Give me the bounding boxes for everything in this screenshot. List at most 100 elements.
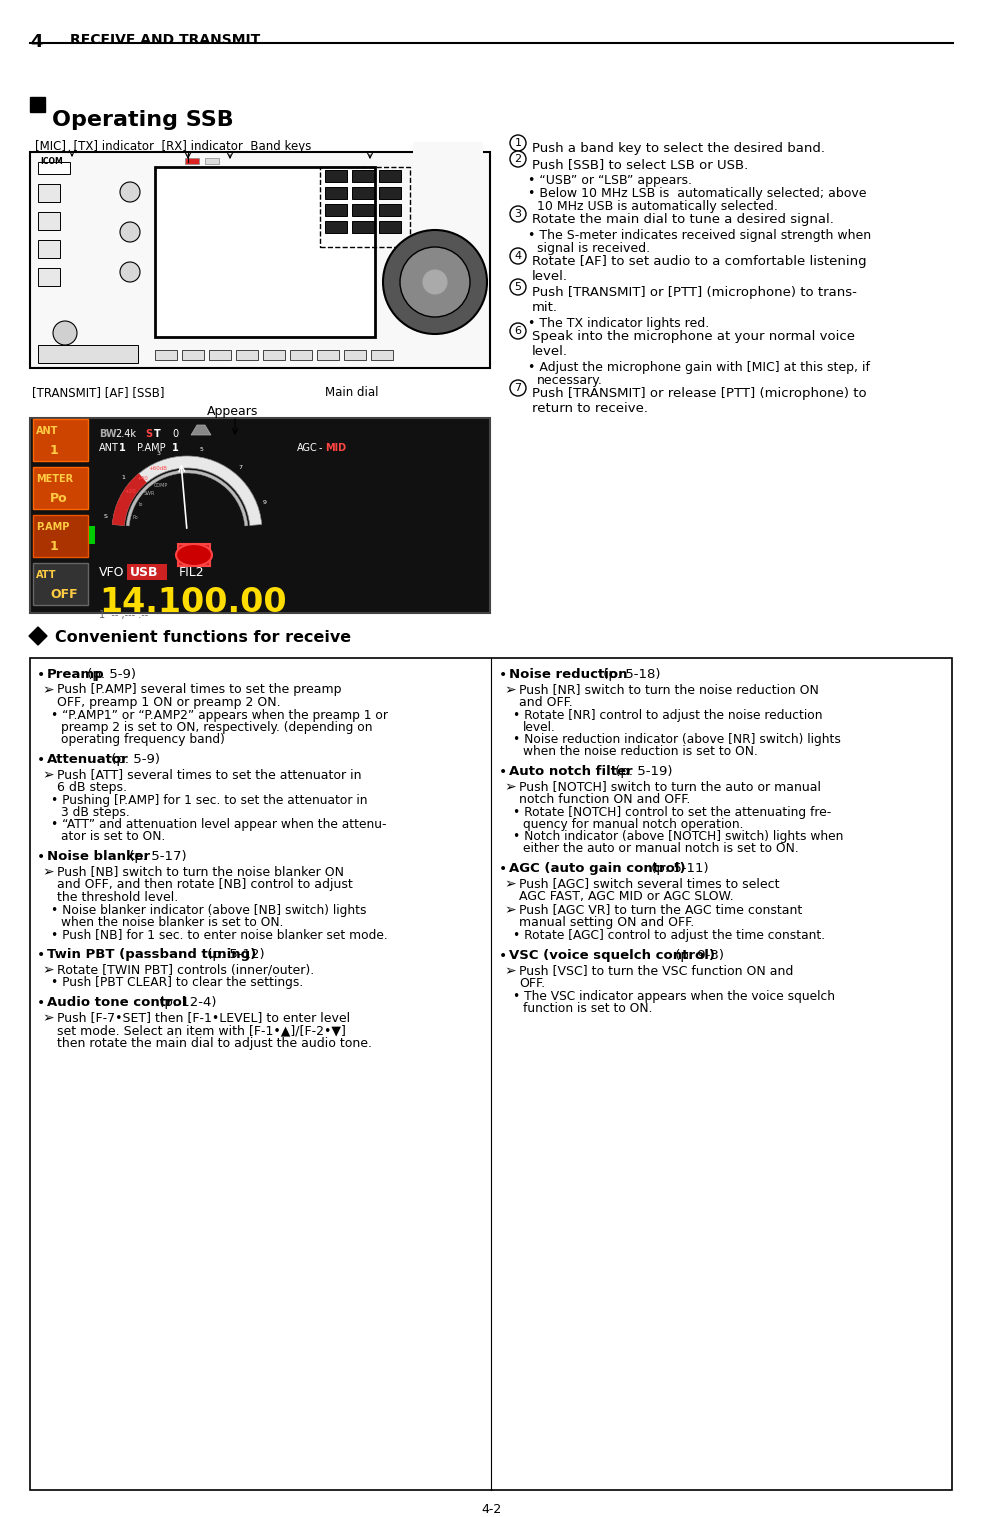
Text: • “USB” or “LSB” appears.: • “USB” or “LSB” appears. [528,174,692,187]
Text: then rotate the main dial to adjust the audio tone.: then rotate the main dial to adjust the … [57,1038,372,1050]
Text: 0: 0 [172,429,178,438]
Text: • “ATT” and attenuation level appear when the attenu-: • “ATT” and attenuation level appear whe… [51,818,386,831]
Text: mit.: mit. [532,300,558,314]
Text: 1: 1 [172,443,179,454]
Circle shape [423,270,447,294]
Text: Noise reduction: Noise reduction [509,667,627,681]
Text: •: • [37,948,49,962]
Bar [352,203,374,215]
Wedge shape [112,473,146,525]
Text: either the auto or manual notch is set to ON.: either the auto or manual notch is set t… [523,842,799,856]
Text: Noise blanker: Noise blanker [47,850,150,863]
Text: TX: TX [182,548,199,558]
Bar [89,526,95,545]
Text: Push [NR] switch to turn the noise reduction ON: Push [NR] switch to turn the noise reduc… [519,683,819,696]
Text: +40: +40 [137,476,148,481]
Circle shape [120,221,140,243]
Text: • Pushing [P.AMP] for 1 sec. to set the attenuator in: • Pushing [P.AMP] for 1 sec. to set the … [51,793,368,807]
Text: ANT: ANT [36,426,58,435]
Text: • The TX indicator lights red.: • The TX indicator lights red. [528,317,710,331]
Text: •: • [37,752,49,768]
Text: Rotate [AF] to set audio to a comfortable listening: Rotate [AF] to set audio to a comfortabl… [532,255,867,269]
Bar [33,467,88,510]
Bar [325,221,347,234]
Text: ➢: ➢ [42,865,54,878]
Text: VFO: VFO [99,566,125,579]
Text: the threshold level.: the threshold level. [57,890,178,904]
Text: (p. 5-17): (p. 5-17) [125,850,187,863]
Bar [33,514,88,557]
Text: ➢: ➢ [42,683,54,696]
Text: • “P.AMP1” or “P.AMP2” appears when the preamp 1 or: • “P.AMP1” or “P.AMP2” appears when the … [51,708,388,722]
Text: 1  -- ,--- .--: 1 -- ,--- .-- [99,610,148,620]
Bar [38,162,70,174]
Text: 5: 5 [200,448,203,452]
Text: signal is received.: signal is received. [537,243,650,255]
Text: 3: 3 [156,451,160,455]
Bar [38,269,60,287]
Circle shape [510,379,526,396]
Text: (p. 5-12): (p. 5-12) [203,948,264,960]
Text: level.: level. [532,344,568,358]
Bar [30,152,490,369]
Text: • The VSC indicator appears when the voice squelch: • The VSC indicator appears when the voi… [513,991,835,1003]
Text: -: - [319,443,322,454]
Text: AGC: AGC [297,443,318,454]
Text: COMP: COMP [153,482,168,487]
Bar [325,203,347,215]
Bar [317,350,339,360]
Text: 6: 6 [514,326,522,335]
Text: 1: 1 [50,444,59,457]
Text: SWR: SWR [144,492,155,496]
Text: Push [AGC] switch several times to select: Push [AGC] switch several times to selec… [519,877,780,890]
Text: operating frequency band): operating frequency band) [61,733,225,746]
Text: ➢: ➢ [504,963,516,978]
Text: (p. 12-4): (p. 12-4) [155,997,216,1009]
Text: • Push [PBT CLEAR] to clear the settings.: • Push [PBT CLEAR] to clear the settings… [51,975,303,989]
Text: Io: Io [139,502,144,507]
Text: 1: 1 [50,540,59,554]
Text: P.AMP: P.AMP [137,443,165,454]
Circle shape [120,182,140,202]
Bar [425,191,443,206]
Text: +20: +20 [125,488,137,495]
Bar [290,350,312,360]
Text: Auto notch filter: Auto notch filter [509,765,633,778]
Bar [30,658,952,1490]
Bar [447,265,465,282]
Bar [33,419,88,461]
Circle shape [510,152,526,167]
Text: • Notch indicator (above [NOTCH] switch) lights when: • Notch indicator (above [NOTCH] switch)… [513,830,843,843]
Text: Push [VSC] to turn the VSC function ON and: Push [VSC] to turn the VSC function ON a… [519,963,793,977]
Text: • Noise blanker indicator (above [NB] switch) lights: • Noise blanker indicator (above [NB] sw… [51,904,367,916]
Bar [371,350,393,360]
Bar [263,350,285,360]
Text: •: • [499,765,511,780]
Bar [379,221,401,234]
Bar [185,158,199,164]
Text: Push [SSB] to select LSB or USB.: Push [SSB] to select LSB or USB. [532,158,748,171]
Text: set mode. Select an item with [F-1•▲]/[F-2•▼]: set mode. Select an item with [F-1•▲]/[F… [57,1024,346,1038]
Text: [TRANSMIT] [AF] [SSB]: [TRANSMIT] [AF] [SSB] [32,385,164,399]
Text: • Rotate [NOTCH] control to set the attenuating fre-: • Rotate [NOTCH] control to set the atte… [513,806,832,819]
Text: function is set to ON.: function is set to ON. [523,1003,653,1015]
Circle shape [120,262,140,282]
Text: (p. 5-11): (p. 5-11) [647,862,709,875]
Bar [38,240,60,258]
Text: ➢: ➢ [504,683,516,696]
Text: 2.4k: 2.4k [115,429,136,438]
Bar [155,167,375,337]
Text: [MIC]  [TX] indicator  [RX] indicator  Band keys: [MIC] [TX] indicator [RX] indicator Band… [35,140,312,153]
Bar [30,97,45,112]
Text: Push [P.AMP] several times to set the preamp: Push [P.AMP] several times to set the pr… [57,683,341,696]
Text: level.: level. [523,721,555,734]
Text: VSC (voice squelch control): VSC (voice squelch control) [509,950,715,962]
Text: FIL2: FIL2 [179,566,204,579]
Text: MID: MID [325,443,346,454]
Text: 1: 1 [122,475,126,481]
Text: • Push [NB] for 1 sec. to enter noise blanker set mode.: • Push [NB] for 1 sec. to enter noise bl… [51,928,387,941]
Bar [155,350,177,360]
Bar [447,191,465,206]
Text: Operating SSB: Operating SSB [52,111,234,130]
Text: level.: level. [532,270,568,284]
